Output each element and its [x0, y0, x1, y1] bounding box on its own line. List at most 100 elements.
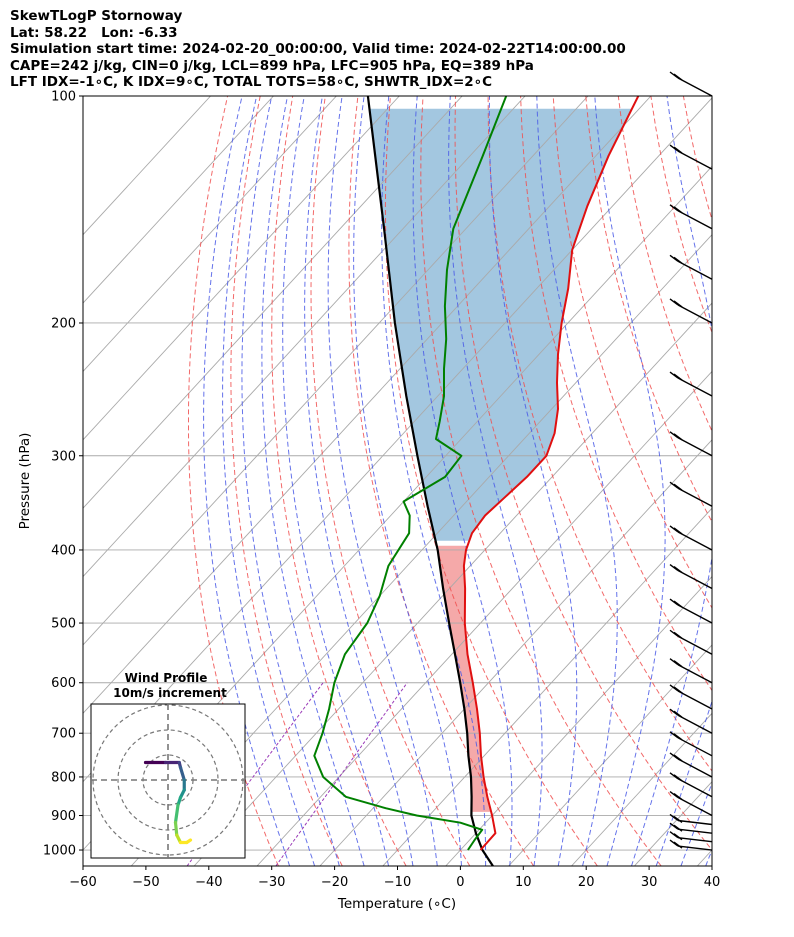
isotherm-line	[508, 644, 712, 866]
y-tick-label: 800	[51, 770, 76, 785]
y-tick-label: 300	[51, 449, 76, 464]
isotherm-line	[193, 302, 712, 866]
moist-adiabat	[680, 781, 712, 866]
x-tick-label: −50	[132, 875, 159, 890]
wind-barb-staff	[677, 604, 713, 624]
moist-adiabat	[655, 699, 712, 866]
station-title: SkewTLogP Stornoway	[10, 8, 183, 24]
hodograph-plot	[91, 704, 245, 858]
wind-barb-flag	[673, 433, 683, 441]
wind-barb-flag	[669, 254, 679, 262]
wind-barb-flag	[673, 373, 683, 381]
hodograph-segment	[173, 820, 179, 837]
x-tick-label: 10	[515, 875, 532, 890]
parcel-line	[366, 96, 494, 866]
isotherm-line	[83, 96, 274, 304]
wind-barb-staff	[677, 778, 713, 798]
wind-barb-flag	[669, 71, 679, 79]
moist-adiabat	[412, 96, 513, 866]
wind-barb-flag	[673, 686, 683, 694]
wind-barb-staff	[677, 150, 713, 170]
moist-adiabat	[327, 96, 438, 866]
temperature-line	[462, 96, 640, 851]
wind-barb-flag	[673, 815, 683, 824]
x-tick-label: 30	[641, 875, 658, 890]
axes-layer: −60 −50 −40 −30 −20 −10 0 10 20 30 40 100 200 300 400 5…	[43, 90, 720, 891]
y-tick-label: 400	[51, 543, 76, 558]
isotherm-line	[83, 96, 589, 646]
chart-header: SkewTLogP Stornoway Lat: 58.22 Lon: -6.3…	[10, 8, 626, 91]
wind-barb-flag	[669, 822, 679, 830]
moist-adiabat	[304, 96, 414, 866]
wind-barb-staff	[677, 377, 713, 397]
x-tick-label: −20	[321, 875, 348, 890]
dry-adiabat	[230, 96, 343, 866]
wind-barb-flag	[673, 733, 683, 741]
station-coordinates: Lat: 58.22 Lon: -6.33	[10, 24, 178, 41]
isotherm-line	[256, 370, 712, 866]
wind-barb-flag	[669, 790, 679, 799]
moist-adiabat	[353, 96, 462, 866]
wind-barb-flag	[673, 660, 683, 668]
dry-adiabat	[617, 96, 712, 433]
cape-shading	[369, 108, 632, 541]
wind-barb-flag	[673, 206, 683, 214]
stability-indices-lifted: LFT IDX=-1∘C, K IDX=9∘C, TOTAL TOTS=58∘C…	[10, 74, 493, 90]
moist-adiabat	[222, 96, 316, 866]
wind-barb-flag	[669, 371, 679, 379]
dry-adiabat	[454, 96, 712, 851]
dry-adiabat	[384, 96, 598, 866]
wind-barb-flag	[673, 73, 683, 81]
wind-barb-flag	[669, 525, 679, 533]
isotherm-line	[83, 96, 463, 509]
wind-barb-flag	[669, 658, 679, 666]
wind-barb-flag	[669, 431, 679, 439]
inset-subtitle: 10m/s increment	[113, 686, 227, 700]
isotherm-line	[83, 96, 337, 373]
wind-barb-flag	[673, 631, 683, 639]
stability-indices-cape: CAPE=242 j/kg, CIN=0 j/kg, LCL=899 hPa, …	[10, 57, 534, 74]
cape-area-layer	[369, 108, 632, 812]
wind-barb-flag	[673, 565, 683, 574]
wind-barb-flag	[673, 754, 683, 762]
moist-adiabat	[203, 96, 291, 866]
dry-adiabat	[552, 96, 712, 609]
dry-adiabat	[650, 96, 712, 334]
cin-shading	[436, 545, 492, 812]
moist-adiabat	[705, 848, 712, 866]
wind-barb-flag	[673, 527, 683, 535]
wind-barb-staff	[677, 487, 713, 507]
moist-adiabat	[594, 96, 666, 866]
y-tick-label: 700	[51, 727, 76, 742]
isotherm-line	[319, 439, 712, 866]
wind-barb-flag	[673, 256, 683, 264]
hodograph-segment	[178, 765, 186, 782]
moist-adiabat	[241, 96, 340, 866]
wind-barb-flag	[673, 300, 683, 308]
dry-adiabat	[716, 96, 794, 866]
wind-barb-flag	[669, 684, 679, 692]
hodograph-segment	[185, 838, 193, 845]
simulation-times: Simulation start time: 2024-02-20_00:00:…	[10, 41, 626, 57]
isotherm-line	[83, 96, 526, 578]
wind-barb-staff	[677, 737, 713, 757]
wind-barb-flag	[669, 772, 679, 780]
x-tick-label: −60	[69, 875, 96, 890]
x-tick-label: −40	[195, 875, 222, 890]
moist-adiabat	[536, 96, 618, 866]
isotherm-line	[83, 96, 211, 236]
wind-barb-flag	[673, 600, 683, 608]
x-tick-label: 40	[704, 875, 721, 890]
wind-barb-flag	[673, 824, 683, 832]
wind-barb-staff	[677, 531, 713, 551]
wind-barb-flag	[669, 831, 679, 839]
wind-barb-flag	[673, 774, 683, 782]
y-tick-label: 100	[51, 90, 76, 105]
hodograph-segment	[173, 803, 180, 825]
wind-barb-staff	[677, 664, 713, 684]
dry-adiabat	[487, 96, 712, 772]
wind-barb-flag	[669, 752, 679, 760]
isotherm-line	[760, 96, 794, 866]
wind-barb-staff	[677, 758, 713, 778]
